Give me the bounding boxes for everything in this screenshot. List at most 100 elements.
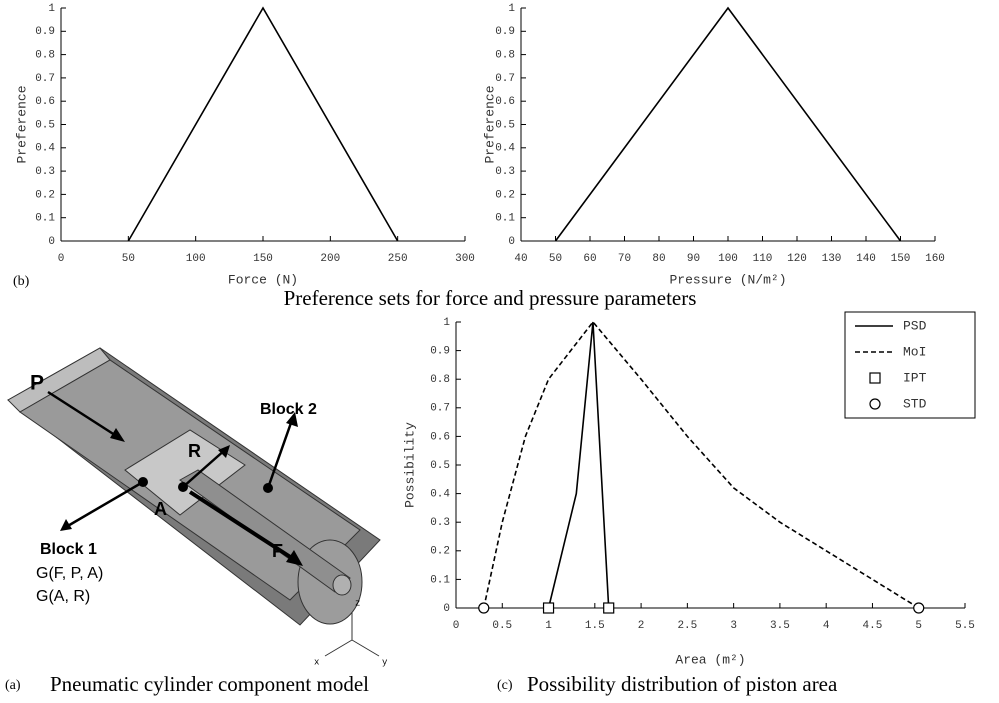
x-axis-label: Area (m²) bbox=[675, 652, 745, 667]
y-axis-label: Preference bbox=[14, 85, 29, 163]
marker bbox=[914, 603, 924, 613]
x-tick-label: 2 bbox=[638, 620, 645, 632]
y-tick-label: 0.6 bbox=[430, 431, 450, 443]
y-tick-label: 0.3 bbox=[495, 166, 515, 178]
diagram-label: Block 1 bbox=[40, 541, 97, 558]
y-tick-label: 0.9 bbox=[430, 346, 450, 358]
x-tick-label: 0 bbox=[453, 620, 460, 632]
caption: Pneumatic cylinder component model bbox=[50, 672, 369, 696]
y-tick-label: 0.1 bbox=[35, 213, 55, 225]
arrow bbox=[66, 482, 143, 527]
y-tick-label: 0 bbox=[48, 236, 55, 248]
y-tick-label: 1 bbox=[508, 3, 515, 15]
panel-label: (a) bbox=[5, 678, 21, 693]
cylinder-diagram bbox=[8, 348, 380, 656]
legend-label: IPT bbox=[903, 370, 927, 385]
marker bbox=[870, 373, 880, 383]
marker bbox=[479, 603, 489, 613]
x-tick-label: 0.5 bbox=[492, 620, 512, 632]
x-axis-label: Pressure (N/m²) bbox=[669, 272, 786, 287]
y-tick-label: 0.2 bbox=[495, 189, 515, 201]
y-tick-label: 0.6 bbox=[35, 96, 55, 108]
series-line bbox=[549, 322, 609, 608]
y-tick-label: 0.4 bbox=[430, 489, 450, 501]
panel-label: (b) bbox=[13, 274, 30, 289]
y-tick-label: 0.4 bbox=[35, 143, 55, 155]
y-axis-label: Preference bbox=[482, 85, 497, 163]
y-tick-label: 0.8 bbox=[35, 50, 55, 62]
x-tick-label: 100 bbox=[718, 253, 738, 265]
y-tick-label: 0.3 bbox=[430, 517, 450, 529]
figure: (b) Preference sets for force and pressu… bbox=[0, 0, 999, 703]
x-tick-label: 160 bbox=[925, 253, 945, 265]
x-tick-label: 120 bbox=[787, 253, 807, 265]
legend-label: MoI bbox=[903, 344, 926, 359]
x-tick-label: 130 bbox=[822, 253, 842, 265]
y-tick-label: 0.8 bbox=[430, 374, 450, 386]
series-line bbox=[128, 8, 397, 241]
x-tick-label: 60 bbox=[583, 253, 596, 265]
x-tick-label: 1 bbox=[545, 620, 552, 632]
diagram-label: A bbox=[154, 499, 167, 519]
x-tick-label: 80 bbox=[652, 253, 665, 265]
y-tick-label: 0.1 bbox=[430, 574, 450, 586]
diagram-label: P bbox=[30, 372, 44, 395]
axis bbox=[325, 640, 352, 656]
y-tick-label: 0 bbox=[443, 603, 450, 615]
y-tick-label: 0.9 bbox=[35, 26, 55, 38]
rod-end bbox=[333, 575, 351, 595]
diagram-label: Block 2 bbox=[260, 401, 317, 418]
x-tick-label: 250 bbox=[388, 253, 408, 265]
figure-title: Preference sets for force and pressure p… bbox=[284, 286, 697, 310]
y-tick-label: 0.9 bbox=[495, 26, 515, 38]
y-tick-label: 1 bbox=[443, 317, 450, 329]
y-tick-label: 0 bbox=[508, 236, 515, 248]
x-axis-label: Force (N) bbox=[228, 272, 298, 287]
y-tick-label: 0.5 bbox=[430, 460, 450, 472]
x-tick-label: 0 bbox=[58, 253, 65, 265]
series-line bbox=[556, 8, 901, 241]
y-tick-label: 0.1 bbox=[495, 213, 515, 225]
y-tick-label: 0.5 bbox=[495, 119, 515, 131]
x-tick-label: 4 bbox=[823, 620, 830, 632]
x-tick-label: 90 bbox=[687, 253, 700, 265]
x-tick-label: 1.5 bbox=[585, 620, 605, 632]
y-tick-label: 0.5 bbox=[35, 119, 55, 131]
y-tick-label: 0.4 bbox=[495, 143, 515, 155]
diagram-label: G(A, R) bbox=[36, 588, 90, 605]
x-tick-label: 5 bbox=[915, 620, 922, 632]
x-tick-label: 150 bbox=[253, 253, 273, 265]
y-tick-label: 0.7 bbox=[430, 403, 450, 415]
marker bbox=[870, 399, 880, 409]
x-tick-label: 110 bbox=[753, 253, 773, 265]
x-tick-label: 3 bbox=[730, 620, 737, 632]
y-tick-label: 0.7 bbox=[35, 73, 55, 85]
legend-label: PSD bbox=[903, 318, 927, 333]
diagram-label: F bbox=[272, 541, 283, 561]
x-tick-label: 3.5 bbox=[770, 620, 790, 632]
panel-label: (c) bbox=[497, 678, 513, 693]
diagram-label: R bbox=[188, 441, 201, 461]
x-tick-label: 100 bbox=[186, 253, 206, 265]
y-tick-label: 1 bbox=[48, 3, 55, 15]
marker bbox=[604, 603, 614, 613]
x-tick-label: 4.5 bbox=[863, 620, 883, 632]
y-tick-label: 0.3 bbox=[35, 166, 55, 178]
y-tick-label: 0.8 bbox=[495, 50, 515, 62]
y-tick-label: 0.2 bbox=[35, 189, 55, 201]
caption: Possibility distribution of piston area bbox=[527, 672, 838, 696]
y-tick-label: 0.2 bbox=[430, 546, 450, 558]
y-tick-label: 0.6 bbox=[495, 96, 515, 108]
x-tick-label: 2.5 bbox=[677, 620, 697, 632]
x-tick-label: 300 bbox=[455, 253, 475, 265]
axis-label: z bbox=[355, 598, 360, 608]
x-tick-label: 200 bbox=[320, 253, 340, 265]
x-tick-label: 5.5 bbox=[955, 620, 975, 632]
legend-label: STD bbox=[903, 396, 927, 411]
x-tick-label: 70 bbox=[618, 253, 631, 265]
y-axis-label: Possibility bbox=[402, 422, 417, 508]
x-tick-label: 150 bbox=[891, 253, 911, 265]
axis-label: x bbox=[314, 657, 319, 667]
diagram-label: G(F, P, A) bbox=[36, 565, 103, 582]
x-tick-label: 140 bbox=[856, 253, 876, 265]
